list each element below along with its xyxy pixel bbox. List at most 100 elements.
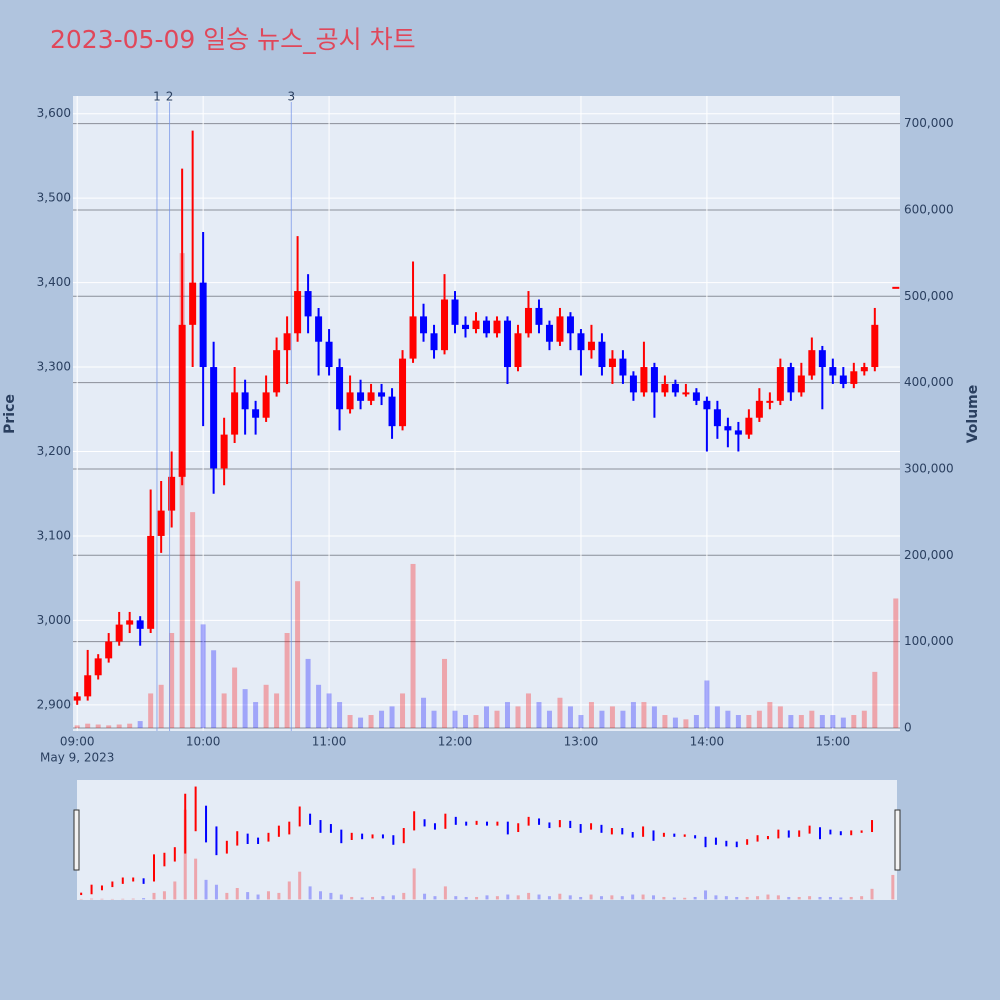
- candle-body: [839, 375, 847, 384]
- candle-body: [566, 316, 574, 334]
- volume-bar: [179, 253, 185, 728]
- candle-body: [199, 282, 207, 368]
- volume-bar: [253, 702, 259, 728]
- candle-body: [115, 624, 123, 642]
- y2-tick-label: 700,000: [904, 116, 954, 130]
- volume-bar: [714, 706, 720, 728]
- volume-bar: [546, 710, 552, 728]
- x-tick-label: 12:00: [438, 735, 473, 749]
- slider-volume-bar: [204, 879, 208, 900]
- slider-volume-bar: [402, 892, 406, 900]
- volume-bar: [861, 710, 867, 728]
- candle-body: [283, 333, 291, 351]
- slider-volume-bar: [90, 898, 94, 900]
- volume-bar: [567, 706, 573, 728]
- candle-body: [818, 350, 826, 368]
- candle-body: [346, 392, 354, 410]
- candle-body: [378, 392, 386, 397]
- candle-body: [157, 510, 165, 536]
- slider-volume-bar: [173, 881, 177, 900]
- volume-bar: [200, 624, 206, 728]
- volume-bar: [662, 715, 668, 728]
- volume-bar: [95, 724, 101, 728]
- volume-bar: [599, 710, 605, 728]
- volume-bar: [442, 658, 448, 728]
- slider-volume-bar: [266, 891, 270, 900]
- candle-body: [210, 367, 218, 469]
- slider-volume-bar: [620, 896, 624, 900]
- candle-body: [577, 333, 585, 351]
- volume-bar: [85, 723, 91, 728]
- volume-bar: [851, 715, 857, 728]
- y2-tick-label: 0: [904, 720, 912, 734]
- y2-tick-label: 300,000: [904, 461, 954, 475]
- slider-volume-bar: [308, 886, 312, 900]
- slider-volume-bar: [516, 895, 520, 900]
- candle-body: [598, 341, 606, 368]
- candle-body: [336, 367, 344, 410]
- slider-volume-bar: [714, 895, 718, 900]
- y-tick-label: 3,500: [37, 191, 71, 205]
- y2-tick-label: 500,000: [904, 289, 954, 303]
- slider-volume-bar: [506, 894, 510, 900]
- x-sublabel: May 9, 2023: [40, 751, 114, 765]
- candle-body: [860, 367, 868, 372]
- volume-bar: [693, 715, 699, 728]
- volume-bar: [211, 650, 217, 728]
- slider-volume-bar: [339, 894, 343, 900]
- candle-body: [147, 535, 155, 629]
- volume-bar: [106, 725, 112, 728]
- candle-body: [692, 392, 700, 401]
- volume-bar: [347, 715, 353, 728]
- candle-body: [608, 358, 616, 368]
- volume-bar: [452, 710, 458, 728]
- range-slider[interactable]: [77, 780, 897, 900]
- candle-body: [493, 320, 501, 334]
- volume-bar: [232, 667, 238, 728]
- range-handle-right[interactable]: [894, 809, 901, 871]
- slider-volume-bar: [194, 858, 198, 900]
- volume-bar: [473, 715, 479, 728]
- y-tick-label: 3,100: [37, 528, 71, 542]
- slider-volume-bar: [183, 809, 187, 900]
- volume-bar: [536, 702, 542, 728]
- candle-body: [682, 392, 690, 395]
- slider-volume-bar: [423, 893, 427, 900]
- candle-body: [399, 358, 407, 427]
- candle-body: [430, 333, 438, 351]
- slider-volume-bar: [360, 897, 364, 900]
- slider-volume-bar: [100, 898, 104, 900]
- volume-bar: [788, 715, 794, 728]
- y-axis-title: Price: [2, 394, 18, 434]
- candle-body: [650, 367, 658, 393]
- candle-body: [73, 696, 81, 701]
- slider-volume-bar: [454, 896, 458, 900]
- y-tick-label: 3,600: [37, 106, 71, 120]
- y-tick-label: 3,300: [37, 360, 71, 374]
- volume-bar: [368, 715, 374, 728]
- candle-body: [168, 476, 176, 511]
- candle-body: [892, 286, 900, 289]
- candle-body: [451, 299, 459, 325]
- volume-bar: [735, 715, 741, 728]
- y-tick-label: 3,000: [37, 613, 71, 627]
- slider-volume-bar: [683, 897, 687, 900]
- candle-body: [724, 426, 732, 431]
- slider-volume-bar: [693, 896, 697, 900]
- volume-bar: [169, 633, 175, 728]
- slider-volume-bar: [589, 894, 593, 900]
- volume-bar: [263, 684, 269, 728]
- volume-bar: [284, 633, 290, 728]
- volume-bar: [431, 710, 437, 728]
- candle-body: [619, 358, 627, 376]
- volume-bar: [295, 581, 301, 728]
- y2-tick-label: 100,000: [904, 634, 954, 648]
- volume-bar: [410, 563, 416, 728]
- volume-bar: [704, 680, 710, 728]
- slider-volume-bar: [808, 896, 812, 900]
- slider-volume-bar: [287, 881, 291, 900]
- range-handle-left[interactable]: [73, 809, 80, 871]
- y2-tick-label: 200,000: [904, 548, 954, 562]
- candle-body: [629, 375, 637, 393]
